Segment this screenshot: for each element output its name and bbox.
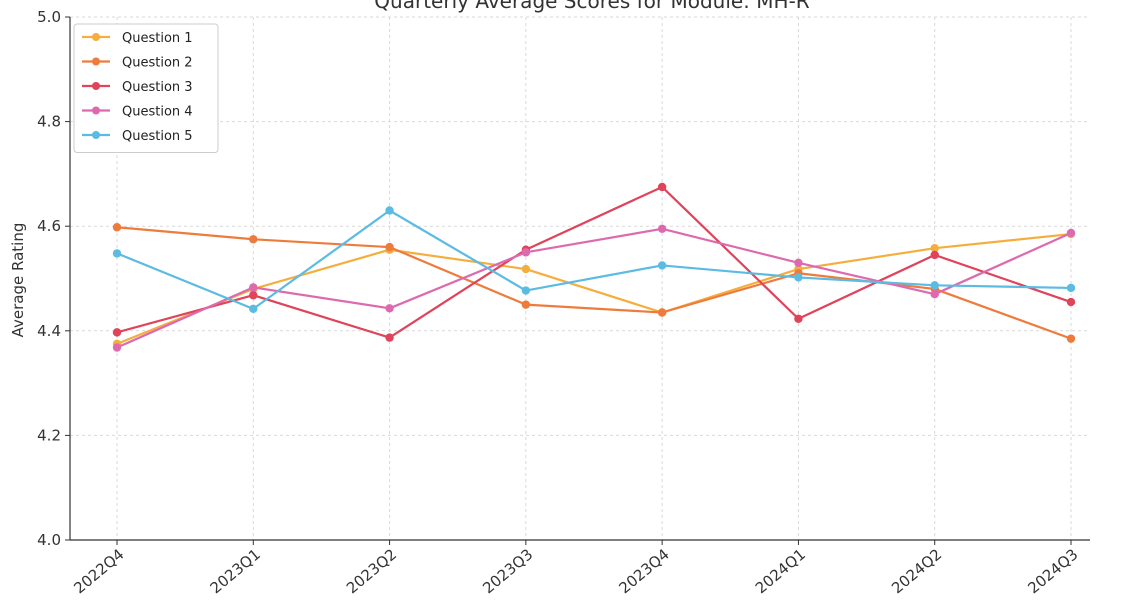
data-point xyxy=(1066,334,1076,343)
legend-marker xyxy=(92,131,100,139)
x-tick-label: 2024Q1 xyxy=(752,545,809,597)
legend-item: Question 3 xyxy=(82,80,193,95)
y-axis-title: Average Rating xyxy=(9,223,27,338)
series-line xyxy=(116,185,1072,339)
data-point xyxy=(112,328,122,337)
legend-frame xyxy=(73,23,219,153)
chart-title: Quarterly Average Scores for Module: MH-… xyxy=(374,0,809,13)
data-point xyxy=(249,235,258,244)
legend-item: Question 1 xyxy=(82,31,193,46)
data-point xyxy=(521,264,531,274)
data-point xyxy=(657,308,667,317)
data-point xyxy=(249,304,258,314)
data-point xyxy=(249,283,258,292)
legend-label: Question 5 xyxy=(122,129,193,144)
data-point xyxy=(521,248,531,257)
y-tick-label: 4.2 xyxy=(37,426,61,444)
grid xyxy=(70,16,1090,541)
data-point xyxy=(794,273,803,282)
data-point xyxy=(385,333,394,342)
y-tick-label: 4.6 xyxy=(37,217,61,235)
x-tick-label: 2023Q3 xyxy=(479,545,536,597)
data-point xyxy=(657,182,667,192)
series-group xyxy=(112,182,1076,352)
series-line xyxy=(116,209,1072,310)
legend-marker xyxy=(92,57,100,66)
x-tick-label: 2023Q4 xyxy=(616,545,673,597)
data-point xyxy=(657,224,667,234)
data-point xyxy=(930,250,939,260)
legend-label: Question 4 xyxy=(122,105,193,120)
y-tick-label: 5.0 xyxy=(37,8,61,26)
legend-item: Question 5 xyxy=(82,129,193,144)
x-tick-label: 2024Q2 xyxy=(888,545,945,597)
series-5 xyxy=(112,206,1076,314)
data-point xyxy=(521,286,531,295)
legend-item: Question 4 xyxy=(82,105,193,120)
legend-marker xyxy=(92,82,100,90)
data-point xyxy=(794,314,803,323)
data-point xyxy=(112,223,122,232)
legend-label: Question 2 xyxy=(122,56,193,71)
x-tick-label: 2022Q4 xyxy=(70,545,127,597)
legend-item: Question 2 xyxy=(82,56,193,71)
data-point xyxy=(930,243,939,253)
data-point xyxy=(930,289,939,299)
y-tick-label: 4.4 xyxy=(37,322,61,340)
data-point xyxy=(249,291,258,300)
legend-label: Question 3 xyxy=(122,80,193,95)
legend-label: Question 1 xyxy=(122,31,193,46)
data-point xyxy=(385,206,394,215)
data-point xyxy=(385,242,394,252)
data-point xyxy=(521,300,531,309)
data-point xyxy=(1066,297,1076,307)
legend-marker xyxy=(92,106,100,115)
data-point xyxy=(112,249,122,258)
series-line xyxy=(116,227,1072,349)
data-point xyxy=(794,258,803,268)
data-point xyxy=(1066,228,1076,238)
series-3 xyxy=(112,182,1076,342)
x-tick-label: 2024Q3 xyxy=(1024,545,1081,597)
series-line xyxy=(116,232,1072,345)
data-point xyxy=(385,304,394,313)
x-tick-label: 2023Q1 xyxy=(207,545,264,597)
data-point xyxy=(112,343,122,352)
series-line xyxy=(116,226,1072,340)
legend-marker xyxy=(92,33,100,41)
data-point xyxy=(1066,283,1076,293)
y-tick-label: 4.8 xyxy=(37,113,61,131)
series-4 xyxy=(112,224,1076,352)
y-tick-label: 4.0 xyxy=(37,531,61,549)
x-tick-label: 2023Q2 xyxy=(343,545,400,597)
data-point xyxy=(657,261,667,270)
data-point xyxy=(930,281,939,290)
legend: Question 1 Question 2 Question 3 Question 4… xyxy=(73,23,219,153)
